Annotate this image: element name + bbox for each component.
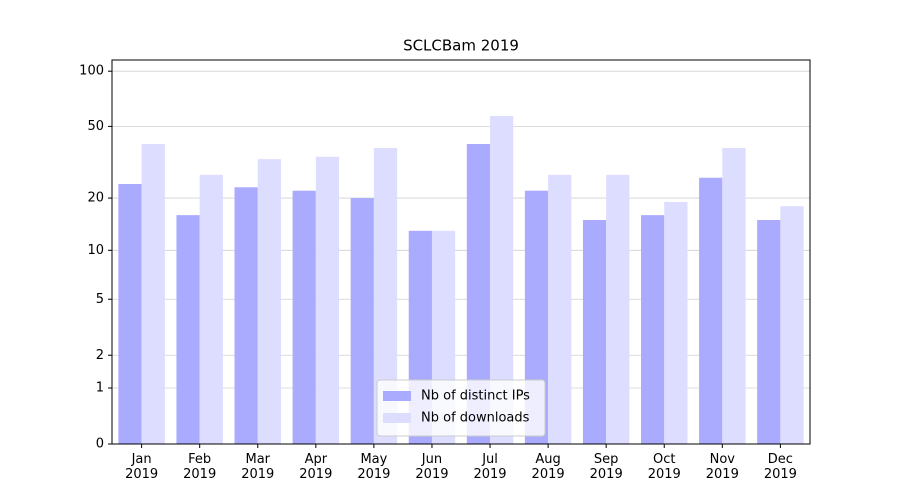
bar [664,202,688,444]
bar [757,220,781,444]
x-tick-label: May 2019 [357,452,391,482]
x-tick-label: Mar 2019 [241,452,275,482]
x-tick-label-box: Oct 2019 [647,452,681,482]
bar [373,148,398,444]
y-tick-label: 50 [87,119,104,134]
x-tick-label-box: Jul 2019 [473,452,507,482]
x-tick-label-box: Feb 2019 [183,452,217,482]
bar [582,220,607,444]
bar [315,156,340,444]
plot-frame [111,59,811,445]
x-tick-label: Jul 2019 [473,452,507,482]
bar [722,148,746,444]
y-tick-label: 100 [79,64,104,79]
bar [350,198,374,444]
bar [641,215,665,444]
x-tick-label: Apr 2019 [299,452,333,482]
x-tick-label-box: Aug 2019 [531,452,565,482]
x-tick-label-box: Jan 2019 [125,452,159,482]
x-tick-label: Oct 2019 [647,452,681,482]
legend-swatch [383,413,411,423]
y-tick-label: 2 [96,348,104,363]
legend: Nb of distinct IPs Nb of downloads [376,379,546,437]
x-tick-label: Nov 2019 [705,452,739,482]
bar [699,177,723,444]
chart-title: SCLCBam 2019 [403,37,519,55]
y-tick-label: 10 [87,243,104,258]
x-tick-label: Dec 2019 [763,452,797,482]
x-tick-label-box: Nov 2019 [705,452,739,482]
x-tick-label-box: Jun 2019 [415,452,449,482]
bar [606,174,630,444]
bar [780,206,804,444]
bar [234,187,258,444]
legend-frame [376,379,546,437]
y-tick-label: 0 [96,437,104,452]
x-tick-label: Feb 2019 [183,452,217,482]
x-tick-label-box: Apr 2019 [299,452,333,482]
x-tick-label-box: Mar 2019 [241,452,275,482]
x-tick-label: Sep 2019 [589,452,623,482]
x-tick-label: Jun 2019 [415,452,449,482]
legend-label: Nb of downloads [421,411,530,426]
bar [141,144,165,445]
bar [118,183,142,444]
bar [292,190,316,444]
bar [176,215,200,444]
bar [490,115,514,444]
bar [466,144,491,445]
x-tick-label-box: Dec 2019 [763,452,797,482]
bar [548,174,572,444]
x-tick-label: Jan 2019 [125,452,159,482]
bar [199,174,223,444]
x-tick-label: Aug 2019 [531,452,565,482]
x-tick-label-box: May 2019 [357,452,391,482]
y-tick-label: 1 [96,381,104,396]
y-tick-label: 5 [96,292,104,307]
x-tick-label-box: Sep 2019 [589,452,623,482]
legend-label: Nb of distinct IPs [421,389,530,404]
bar [257,159,281,444]
y-tick-label: 20 [87,191,104,206]
legend-swatch [383,391,411,401]
